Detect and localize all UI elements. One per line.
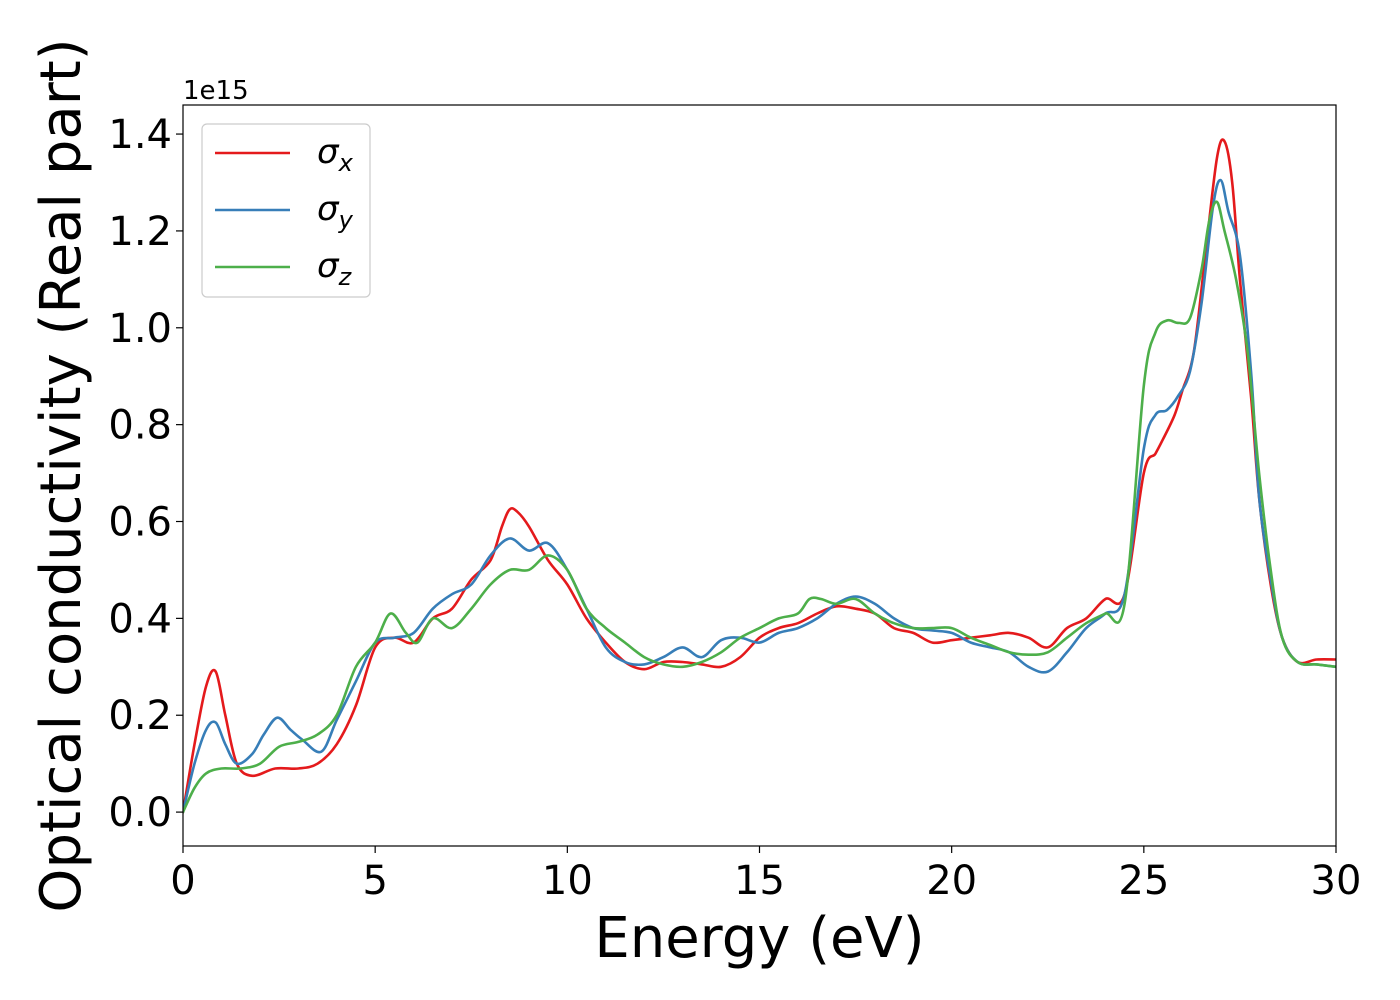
y-tick-label: 0.2 bbox=[108, 693, 172, 739]
x-tick-label: 10 bbox=[542, 858, 593, 904]
x-axis-title: Energy (eV) bbox=[594, 906, 924, 971]
y-tick-label: 1.2 bbox=[108, 209, 172, 255]
series-line-y bbox=[183, 178, 1336, 814]
y-offset-label: 1e15 bbox=[183, 76, 249, 106]
legend: σx σy σz bbox=[201, 123, 371, 298]
x-tick-label: 15 bbox=[734, 858, 785, 904]
series-line-x bbox=[183, 138, 1336, 814]
legend-label-y: σy bbox=[317, 189, 354, 234]
x-tick-label: 25 bbox=[1118, 858, 1169, 904]
y-tick-label: 0.6 bbox=[108, 500, 172, 546]
series-layer bbox=[183, 138, 1336, 814]
y-tick-label: 1.4 bbox=[108, 112, 172, 158]
y-axis: 0.0 0.2 0.4 0.6 0.8 1.0 1.2 1.4 bbox=[108, 112, 183, 836]
x-tick-label: 0 bbox=[170, 858, 195, 904]
y-tick-label: 0.8 bbox=[108, 403, 172, 449]
y-tick-label: 1.0 bbox=[108, 306, 172, 352]
x-tick-label: 5 bbox=[362, 858, 387, 904]
y-axis-title: Optical conductivity (Real part) bbox=[29, 38, 94, 912]
x-tick-label: 20 bbox=[926, 858, 977, 904]
y-tick-label: 0.4 bbox=[108, 596, 172, 642]
y-tick-label: 0.0 bbox=[108, 790, 172, 836]
x-tick-label: 30 bbox=[1311, 858, 1362, 904]
series-line-z bbox=[183, 200, 1336, 814]
legend-label-x: σx bbox=[317, 132, 354, 177]
x-axis: 0 5 10 15 20 25 30 bbox=[170, 846, 1361, 904]
legend-label-z: σz bbox=[317, 246, 353, 291]
